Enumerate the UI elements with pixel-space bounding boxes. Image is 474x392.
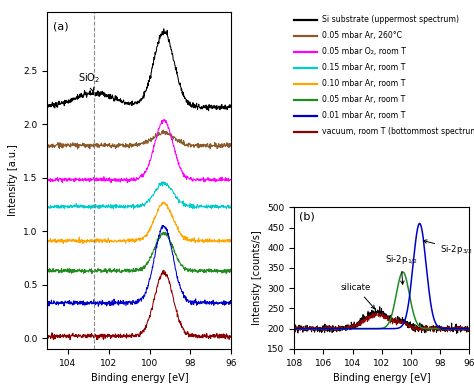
Text: (a): (a): [53, 22, 69, 32]
Text: Si substrate (uppermost spectrum): Si substrate (uppermost spectrum): [322, 15, 459, 24]
Y-axis label: Intensity [a.u.]: Intensity [a.u.]: [8, 144, 18, 216]
Text: 0.05 mbar Ar, 260°C: 0.05 mbar Ar, 260°C: [322, 31, 402, 40]
Text: 0.01 mbar Ar, room T: 0.01 mbar Ar, room T: [322, 111, 406, 120]
Text: SiO$_2$: SiO$_2$: [78, 71, 100, 91]
Text: 0.05 mbar Ar, room T: 0.05 mbar Ar, room T: [322, 95, 406, 104]
Text: Si-2p$_{1/2}$: Si-2p$_{1/2}$: [384, 253, 418, 284]
Text: Si-2p$_{3/2}$: Si-2p$_{3/2}$: [423, 240, 473, 256]
Text: 0.10 mbar Ar, room T: 0.10 mbar Ar, room T: [322, 79, 406, 88]
Y-axis label: Intensity [counts/s]: Intensity [counts/s]: [252, 231, 262, 325]
Text: 0.05 mbar O₂, room T: 0.05 mbar O₂, room T: [322, 47, 406, 56]
X-axis label: Binding energy [eV]: Binding energy [eV]: [333, 373, 430, 383]
Text: vacuum, room T (bottommost spectrum): vacuum, room T (bottommost spectrum): [322, 127, 474, 136]
Text: 0.15 mbar Ar, room T: 0.15 mbar Ar, room T: [322, 63, 406, 72]
Text: silicate: silicate: [341, 283, 375, 309]
X-axis label: Binding energy [eV]: Binding energy [eV]: [91, 373, 188, 383]
Text: (b): (b): [300, 212, 315, 221]
